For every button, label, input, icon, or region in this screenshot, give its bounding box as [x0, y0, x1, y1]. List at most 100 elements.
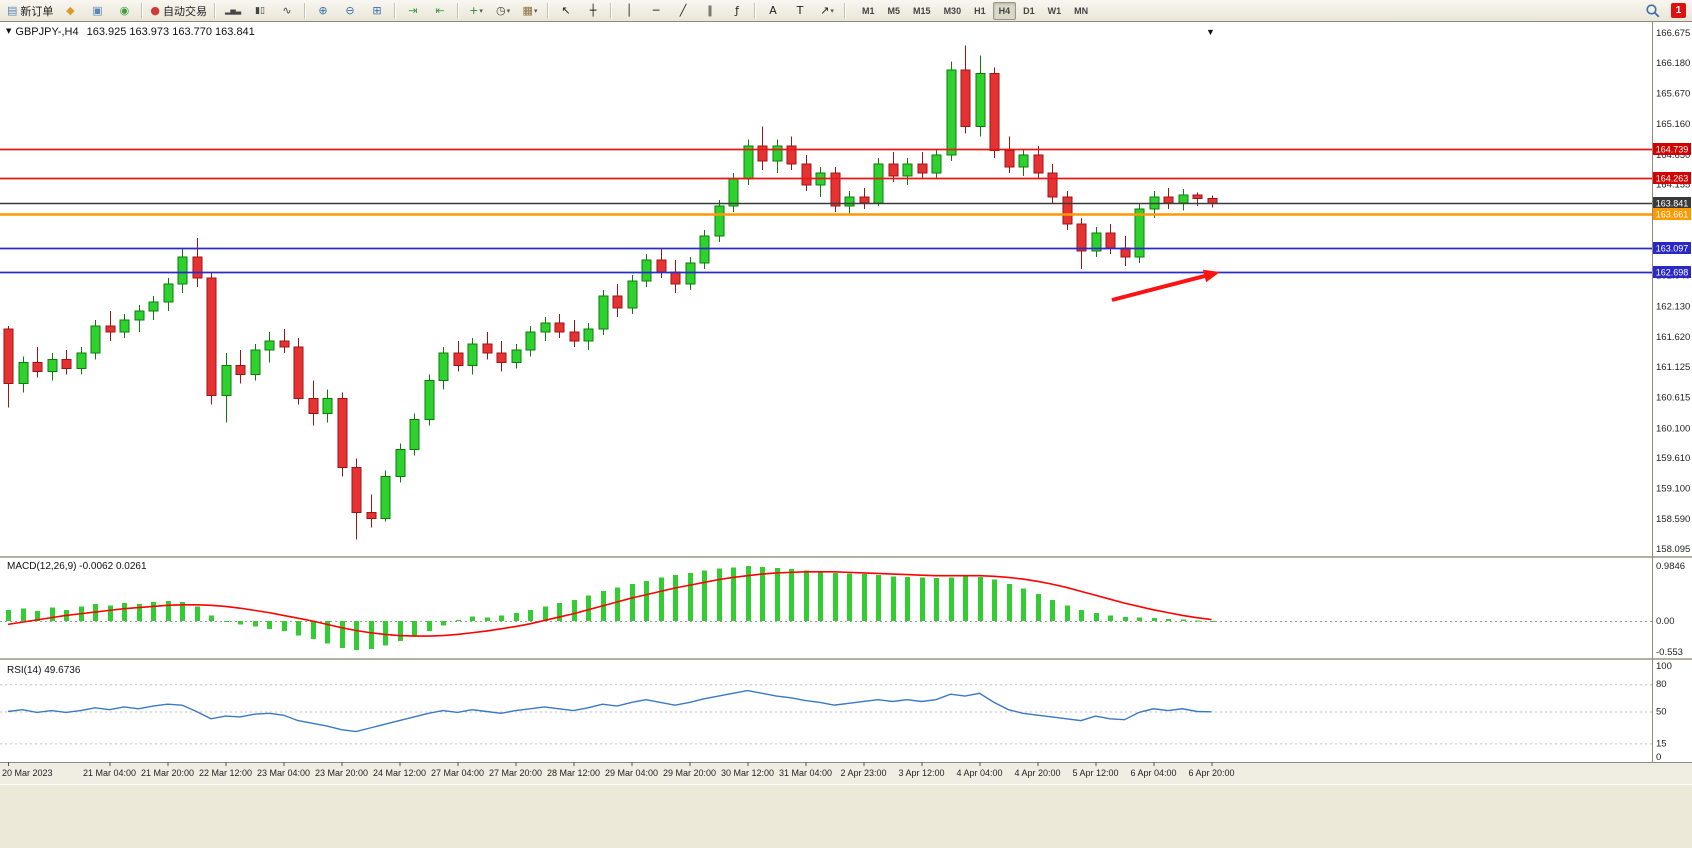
macd-bar: [978, 576, 983, 621]
timeframe-h1-button[interactable]: H1: [974, 5, 986, 16]
line-chart-icon: ∿: [282, 3, 292, 17]
candle-body: [627, 280, 638, 309]
trendline-icon: ╱: [679, 3, 687, 17]
timeframe-m1-button[interactable]: M1: [862, 5, 875, 16]
time-label: 23 Mar 04:00: [257, 768, 310, 778]
market-watch-button[interactable]: ◆: [57, 1, 83, 21]
vertical-line-button[interactable]: │: [616, 1, 642, 21]
text-icon: A: [769, 3, 777, 17]
timeframe-m30-button[interactable]: M30: [943, 5, 962, 16]
candle-body: [641, 259, 652, 282]
time-label: 5 Apr 12:00: [1072, 768, 1118, 778]
bar-chart-button[interactable]: ▂▅▃: [220, 1, 246, 21]
rsi-axis-label: 100: [1656, 661, 1672, 672]
timeframe-mn-button[interactable]: MN: [1074, 5, 1089, 16]
macd-bar: [1021, 588, 1026, 621]
candle-body: [221, 364, 232, 396]
price-axis-label: 159.100: [1656, 484, 1690, 495]
macd-bar: [760, 566, 765, 621]
macd-bar: [282, 621, 287, 632]
indicators-button[interactable]: + ▾: [463, 1, 489, 21]
candlestick-chart-button[interactable]: ▮▯: [247, 1, 273, 21]
horizontal-line-button[interactable]: ─: [643, 1, 669, 21]
templates-icon: ▦: [522, 3, 533, 17]
candle-body: [438, 352, 449, 381]
time-label: 21 Mar 20:00: [141, 768, 194, 778]
candle-body: [467, 343, 478, 366]
auto-scroll-button[interactable]: ⇥: [400, 1, 426, 21]
timeframe-m15-button[interactable]: M15: [913, 5, 931, 16]
candle-body: [859, 196, 870, 204]
trendline-button[interactable]: ╱: [670, 1, 696, 21]
candle-body: [699, 235, 710, 264]
macd-bar: [195, 606, 200, 621]
chart-scale-dropdown-icon[interactable]: ▼: [1206, 27, 1215, 37]
candle-body: [598, 295, 609, 330]
macd-bar: [905, 576, 910, 621]
cursor-button[interactable]: ↖: [553, 1, 579, 21]
price-axis-label: 166.180: [1656, 58, 1690, 69]
toolbar-separator: [394, 2, 397, 19]
time-axis[interactable]: [0, 762, 1692, 784]
new-order-icon: ▤: [7, 3, 18, 17]
candle-body: [728, 178, 739, 207]
macd-bar: [963, 576, 968, 621]
chart-menu-icon[interactable]: ▼: [6, 27, 12, 35]
periods-button[interactable]: ◷ ▾: [490, 1, 516, 21]
candle-body: [1062, 196, 1073, 225]
macd-bar: [1007, 584, 1012, 621]
zoom-out-icon: ⊖: [345, 3, 355, 17]
pane-separator[interactable]: [0, 658, 1692, 660]
macd-bar: [1123, 617, 1128, 621]
rsi-axis-label: 50: [1656, 707, 1667, 718]
macd-bar: [572, 599, 577, 621]
timeframe-h4-button[interactable]: H4: [992, 1, 1017, 20]
pane-separator[interactable]: [0, 556, 1692, 558]
macd-indicator-label: MACD(12,26,9) -0.0062 0.0261: [7, 561, 147, 572]
terminal-button[interactable]: ◉: [111, 1, 137, 21]
tile-windows-button[interactable]: ⊞: [364, 1, 390, 21]
price-chart[interactable]: 166.675 166.180 165.670 165.160 164.650 164.1…: [0, 22, 1692, 784]
price-badge: [1653, 242, 1691, 254]
timeframe-w1-button[interactable]: W1: [1047, 5, 1062, 16]
arrows-button[interactable]: ↗ ▾: [814, 1, 840, 21]
macd-axis-label: -0.553: [1656, 647, 1683, 658]
candle-body: [1004, 150, 1015, 168]
crosshair-button[interactable]: ┼: [580, 1, 606, 21]
chart-shift-button[interactable]: ⇤: [427, 1, 453, 21]
candle-body: [453, 352, 464, 366]
navigator-button[interactable]: ▣: [84, 1, 110, 21]
line-chart-button[interactable]: ∿: [274, 1, 300, 21]
trend-arrow-head[interactable]: [1202, 269, 1220, 283]
text-label-button[interactable]: T: [787, 1, 813, 21]
price-badge: [1653, 266, 1691, 278]
candle-body: [1163, 196, 1174, 204]
price-axis-label: 164.155: [1656, 180, 1690, 191]
zoom-out-button[interactable]: ⊖: [337, 1, 363, 21]
macd-bar: [1079, 609, 1084, 621]
autotrading-button[interactable]: ● 自动交易: [147, 1, 210, 21]
macd-bar: [151, 601, 156, 621]
templates-button[interactable]: ▦ ▾: [517, 1, 543, 21]
rsi-axis: 100 80 50 15 0: [1656, 661, 1672, 763]
search-button[interactable]: [1640, 1, 1666, 21]
time-label: 20 Mar 2023: [2, 768, 53, 778]
zoom-in-button[interactable]: ⊕: [310, 1, 336, 21]
text-button[interactable]: A: [760, 1, 786, 21]
price-badge-label: 163.841: [1656, 199, 1689, 209]
equidistant-channel-button[interactable]: ∥: [697, 1, 723, 21]
toolbar-separator: [457, 2, 460, 19]
macd-bar: [1166, 618, 1171, 621]
rsi-axis-label: 80: [1656, 679, 1667, 690]
candle-body: [1134, 208, 1145, 258]
candle-body: [235, 364, 246, 375]
notification-badge[interactable]: 1: [1671, 3, 1686, 18]
timeframe-d1-button[interactable]: D1: [1023, 5, 1035, 16]
rsi-name: RSI(14): [7, 665, 42, 676]
new-order-button[interactable]: ▤ 新订单: [4, 1, 56, 21]
fibonacci-button[interactable]: ƒ: [724, 1, 750, 21]
trend-arrow-annotation[interactable]: [1111, 272, 1212, 302]
macd-bar: [209, 615, 214, 621]
timeframe-m5-button[interactable]: M5: [887, 5, 901, 16]
